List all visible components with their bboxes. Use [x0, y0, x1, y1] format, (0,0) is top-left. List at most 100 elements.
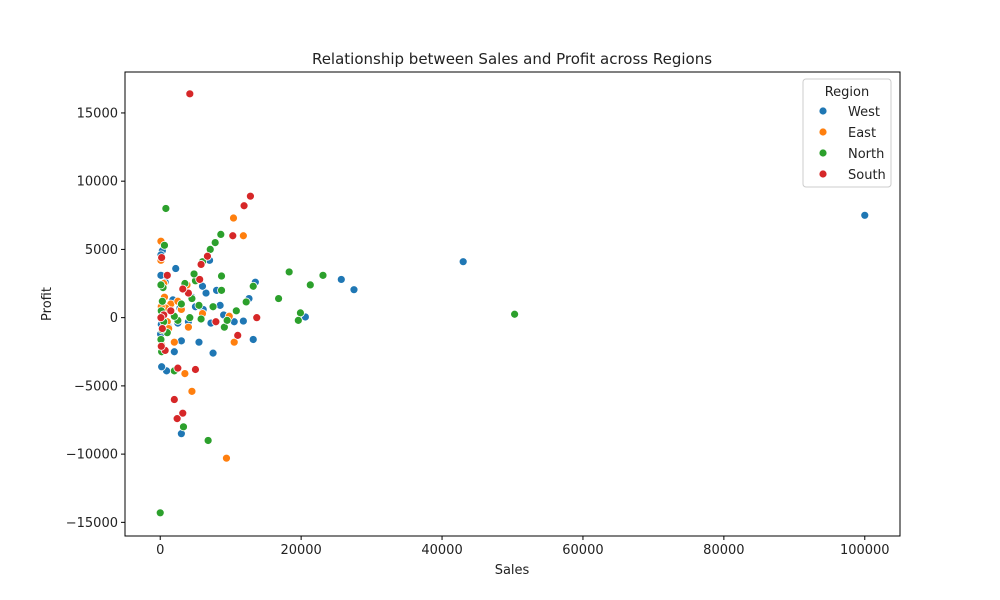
legend-box	[802, 78, 892, 188]
x-tick-label: 80000	[703, 543, 744, 558]
data-point	[162, 270, 172, 280]
data-point	[241, 297, 251, 307]
data-points	[155, 89, 870, 518]
data-point	[217, 271, 226, 281]
data-point	[217, 285, 226, 295]
data-point	[215, 300, 225, 310]
data-point	[318, 270, 328, 280]
data-point	[210, 238, 220, 247]
data-point	[229, 337, 239, 347]
data-point	[160, 240, 169, 250]
data-point	[195, 275, 205, 284]
legend-marker	[818, 148, 828, 158]
data-point	[157, 362, 167, 372]
data-point	[208, 348, 218, 358]
data-point	[228, 231, 238, 241]
data-point	[238, 231, 248, 241]
series-north	[155, 204, 520, 518]
data-point	[155, 508, 165, 518]
data-point	[860, 210, 870, 220]
data-point	[184, 322, 193, 332]
data-point	[203, 251, 212, 261]
data-point	[458, 257, 468, 267]
data-point	[171, 264, 181, 273]
legend-marker	[818, 127, 828, 137]
y-tick-label: 10000	[77, 175, 118, 190]
x-tick-label: 60000	[562, 543, 603, 558]
data-point	[305, 280, 315, 290]
y-axis-label: Profit	[40, 287, 55, 321]
data-point	[166, 306, 176, 316]
data-point	[156, 341, 166, 351]
legend-title: Region	[825, 85, 870, 100]
data-point	[510, 309, 520, 319]
y-tick-label: −5000	[74, 379, 118, 394]
data-point	[178, 408, 188, 418]
data-point	[157, 324, 167, 333]
data-point	[179, 422, 188, 432]
data-point	[211, 317, 221, 327]
data-point	[196, 314, 206, 324]
y-tick-label: 15000	[77, 106, 118, 121]
data-point	[284, 267, 294, 277]
data-point	[293, 315, 303, 325]
data-point	[349, 285, 359, 295]
data-point	[176, 299, 186, 309]
data-point	[156, 280, 166, 290]
series-west	[156, 210, 870, 439]
data-point	[201, 288, 211, 298]
data-point	[185, 313, 195, 323]
legend-entry: West	[848, 105, 880, 120]
y-tick-label: −15000	[66, 516, 118, 531]
data-point	[156, 313, 166, 323]
legend-marker	[818, 169, 828, 179]
data-point	[173, 363, 183, 373]
legend-entry: East	[848, 126, 876, 141]
data-point	[248, 335, 258, 344]
data-point	[246, 191, 255, 201]
data-point	[233, 330, 243, 340]
data-point	[191, 365, 200, 374]
data-point	[274, 294, 283, 303]
data-point	[187, 386, 197, 396]
data-point	[185, 89, 195, 99]
data-point	[231, 306, 241, 316]
y-tick-label: 0	[110, 311, 118, 326]
legend-entry: South	[848, 168, 886, 183]
data-point	[194, 300, 204, 310]
x-tick-label: 20000	[280, 543, 321, 558]
data-point	[336, 275, 346, 284]
x-axis: 0 20000 40000 60000 80000 100000	[156, 536, 890, 558]
data-point	[189, 269, 199, 279]
data-point	[169, 347, 179, 357]
data-point	[203, 436, 213, 445]
legend: Region West East North South	[802, 78, 892, 188]
x-axis-label: Sales	[495, 563, 530, 578]
data-point	[238, 316, 248, 326]
data-point	[157, 296, 167, 306]
data-point	[239, 201, 249, 211]
data-point	[222, 453, 231, 463]
y-tick-label: 5000	[85, 243, 118, 258]
data-point	[169, 395, 179, 404]
data-point	[157, 253, 167, 263]
series-east	[156, 213, 248, 463]
legend-entry: North	[848, 147, 884, 162]
data-point	[208, 302, 218, 312]
data-point	[296, 308, 305, 318]
legend-marker	[818, 106, 828, 116]
data-point	[252, 313, 262, 323]
data-point	[194, 337, 204, 347]
data-point	[216, 229, 226, 239]
data-point	[248, 281, 258, 291]
data-point	[180, 369, 190, 379]
data-point	[229, 213, 238, 223]
data-point	[161, 204, 171, 213]
plot-frame	[124, 71, 901, 537]
data-point	[172, 414, 182, 424]
data-point	[178, 284, 188, 294]
y-tick-label: −10000	[66, 448, 118, 463]
x-tick-label: 0	[156, 543, 164, 558]
